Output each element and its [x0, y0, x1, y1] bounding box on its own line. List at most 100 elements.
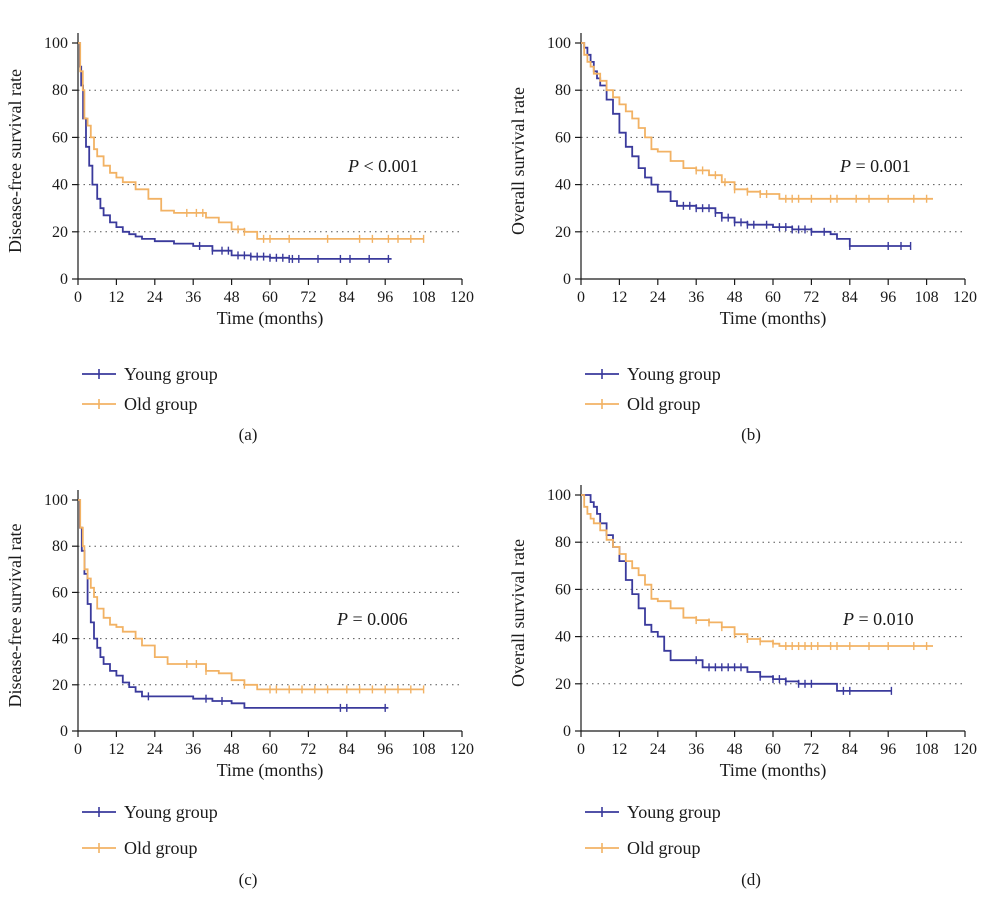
y-axis-title: Disease-free survival rate	[5, 524, 25, 708]
y-tick-label: 20	[555, 676, 571, 693]
survival-curve-young	[78, 42, 392, 260]
y-axis-title: Disease-free survival rate	[5, 69, 25, 253]
x-tick-label: 84	[339, 741, 355, 758]
y-tick-label: 100	[547, 487, 571, 504]
x-tick-label: 60	[262, 741, 278, 758]
x-tick-label: 12	[611, 289, 627, 306]
y-tick-label: 40	[52, 631, 68, 648]
x-tick-label: 12	[108, 741, 124, 758]
legend-label-young: Young group	[124, 802, 218, 822]
y-tick-label: 80	[555, 82, 571, 99]
survival-curve-young	[581, 42, 911, 247]
x-axis-title: Time (months)	[720, 308, 827, 329]
y-tick-label: 60	[555, 129, 571, 146]
panel-label: (c)	[239, 870, 258, 889]
x-tick-label: 84	[339, 289, 355, 306]
y-tick-label: 60	[52, 584, 68, 601]
x-tick-label: 108	[915, 289, 939, 306]
x-tick-label: 120	[953, 289, 977, 306]
legend-label-old: Old group	[627, 838, 701, 858]
x-tick-label: 24	[147, 289, 163, 306]
y-tick-label: 0	[60, 723, 68, 740]
survival-curve-young	[78, 499, 389, 709]
y-axis-title: Overall survival rate	[508, 539, 528, 687]
legend-label-old: Old group	[124, 394, 198, 414]
panel-b: 0 12 24 36 48 60 72 84 96 108 120 0 20 40 60 80 100 Time …	[508, 33, 977, 444]
y-tick-label: 0	[563, 723, 571, 740]
x-tick-label: 72	[803, 741, 819, 758]
x-tick-label: 84	[842, 741, 858, 758]
y-tick-label: 20	[555, 224, 571, 241]
x-tick-label: 12	[108, 289, 124, 306]
y-axis-title: Overall survival rate	[508, 87, 528, 235]
x-tick-label: 0	[577, 289, 585, 306]
x-axis-title: Time (months)	[217, 760, 324, 781]
x-tick-label: 120	[450, 741, 474, 758]
y-tick-label: 40	[555, 177, 571, 194]
x-tick-label: 24	[650, 741, 666, 758]
panel-a: 0 12 24 36 48 60 72 84 96 108 120 0 20 40 60 80 100 Time …	[5, 33, 474, 444]
panel-d: 0 12 24 36 48 60 72 84 96 108 120 0 20 40 60 80 100 Time …	[508, 485, 977, 889]
panel-c: 0 12 24 36 48 60 72 84 96 108 120 0 20 40 60 80 100 Time …	[5, 490, 474, 889]
y-tick-label: 80	[52, 82, 68, 99]
y-tick-label: 0	[60, 271, 68, 288]
x-tick-label: 60	[262, 289, 278, 306]
survival-curve-young	[581, 494, 892, 692]
x-tick-label: 48	[224, 741, 240, 758]
x-tick-label: 48	[727, 741, 743, 758]
y-tick-label: 60	[52, 129, 68, 146]
x-tick-label: 108	[915, 741, 939, 758]
x-tick-label: 36	[185, 741, 201, 758]
x-tick-label: 108	[412, 289, 436, 306]
legend-label-old: Old group	[124, 838, 198, 858]
x-tick-label: 36	[185, 289, 201, 306]
x-tick-label: 60	[765, 289, 781, 306]
y-tick-label: 0	[563, 271, 571, 288]
x-tick-label: 96	[880, 741, 896, 758]
legend-label-young: Young group	[627, 802, 721, 822]
x-axis-title: Time (months)	[720, 760, 827, 781]
x-tick-label: 84	[842, 289, 858, 306]
x-tick-label: 60	[765, 741, 781, 758]
x-tick-label: 0	[74, 289, 82, 306]
x-tick-label: 72	[300, 741, 316, 758]
x-tick-label: 96	[377, 741, 393, 758]
x-tick-label: 36	[688, 289, 704, 306]
x-tick-label: 12	[611, 741, 627, 758]
panel-label: (d)	[741, 870, 761, 889]
x-tick-label: 120	[450, 289, 474, 306]
p-value-annotation: P = 0.010	[842, 609, 914, 629]
x-tick-label: 24	[147, 741, 163, 758]
x-tick-label: 120	[953, 741, 977, 758]
x-tick-label: 96	[377, 289, 393, 306]
y-tick-label: 40	[555, 629, 571, 646]
p-value-annotation: P = 0.006	[336, 609, 408, 629]
legend-label-young: Young group	[627, 364, 721, 384]
y-tick-label: 100	[44, 492, 68, 509]
y-tick-label: 20	[52, 677, 68, 694]
x-tick-label: 48	[224, 289, 240, 306]
y-tick-label: 40	[52, 177, 68, 194]
y-tick-label: 100	[547, 35, 571, 52]
x-axis-title: Time (months)	[217, 308, 324, 329]
legend-label-young: Young group	[124, 364, 218, 384]
y-tick-label: 80	[52, 538, 68, 555]
y-tick-label: 60	[555, 581, 571, 598]
legend-label-old: Old group	[627, 394, 701, 414]
y-tick-label: 80	[555, 534, 571, 551]
panel-label: (a)	[239, 425, 258, 444]
survival-curve-old	[78, 42, 424, 240]
panel-label: (b)	[741, 425, 761, 444]
x-tick-label: 36	[688, 741, 704, 758]
x-tick-label: 0	[74, 741, 82, 758]
x-tick-label: 72	[300, 289, 316, 306]
x-tick-label: 0	[577, 741, 585, 758]
survival-curve-old	[581, 494, 933, 647]
y-tick-label: 20	[52, 224, 68, 241]
x-tick-label: 96	[880, 289, 896, 306]
p-value-annotation: P = 0.001	[839, 156, 911, 176]
x-tick-label: 24	[650, 289, 666, 306]
x-tick-label: 48	[727, 289, 743, 306]
p-value-annotation: P < 0.001	[347, 156, 419, 176]
